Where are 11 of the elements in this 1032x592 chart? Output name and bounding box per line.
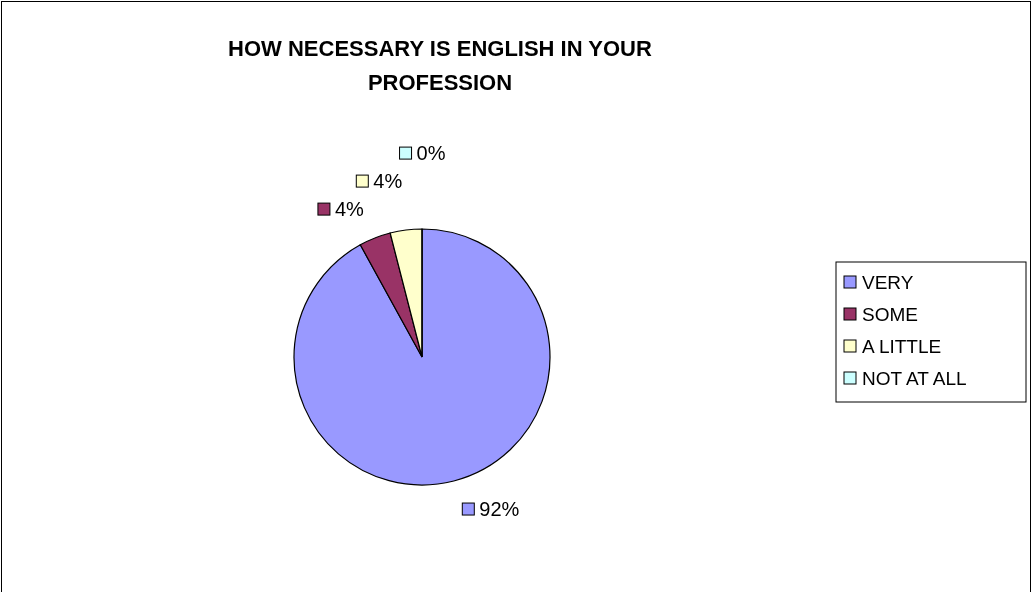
pie-slice [359,232,423,358]
text: 0% [416,142,446,165]
pie-slice [293,228,551,486]
legend-label: SOME [862,304,918,325]
data-label: 92% [479,498,520,521]
legend-label: NOT AT ALL [862,368,967,389]
chart-title: HOW NECESSARY IS ENGLISH IN YOUR PROFESSION [228,36,652,95]
legend-label: VERY [862,272,914,293]
data-label: 4% [334,198,365,221]
legend-label: A LITTLE [862,336,942,357]
data-label: 4% [373,170,403,193]
